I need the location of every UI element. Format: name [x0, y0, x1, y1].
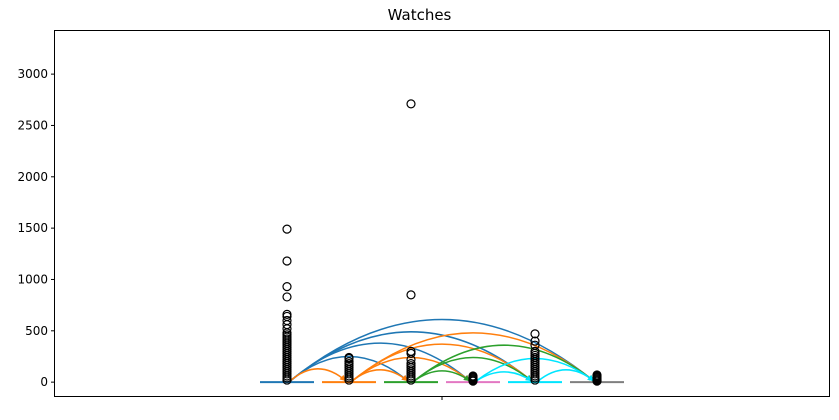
y-tick-label: 0 [40, 375, 48, 389]
connection-arc [475, 371, 533, 382]
y-tick-label: 1000 [17, 272, 48, 286]
outlier-point [530, 336, 540, 346]
outlier-point [530, 329, 540, 339]
outlier-point [282, 375, 292, 385]
outlier-point [406, 348, 416, 358]
connection-arc [351, 369, 409, 382]
y-axis: 0 500 1000 1500 2000 2500 3000 [17, 67, 55, 389]
arc-arrowhead [525, 375, 532, 382]
connection-arc [413, 356, 533, 382]
outlier-point [592, 376, 602, 386]
arc-arrowhead [339, 374, 346, 382]
y-tick-label: 3000 [17, 67, 48, 81]
outlier-point [282, 256, 292, 266]
outlier-point [282, 292, 292, 302]
connection-arc [413, 344, 595, 382]
axes-frame [54, 30, 830, 397]
y-tick-label: 2000 [17, 170, 48, 184]
outlier-point [530, 375, 540, 385]
outlier-point [406, 290, 416, 300]
connection-arc [289, 368, 347, 382]
y-tick-label: 2500 [17, 118, 48, 132]
outlier-point [344, 375, 354, 385]
connection-arc [413, 370, 471, 382]
box-layer [260, 99, 624, 386]
arc-layer [289, 318, 595, 382]
outlier-point [282, 224, 292, 234]
arc-arrowhead [587, 375, 594, 382]
outlier-point [282, 282, 292, 292]
connection-arc [289, 342, 471, 382]
chart-title: Watches [387, 6, 452, 24]
outlier-point [468, 376, 478, 386]
y-tick-label: 1500 [17, 221, 48, 235]
connection-arc [351, 343, 533, 382]
outlier-point [344, 353, 354, 364]
outlier-point [406, 99, 416, 109]
arc-arrowhead [463, 375, 470, 382]
outlier-point [406, 375, 416, 385]
y-tick-label: 500 [25, 324, 48, 338]
connection-arc [537, 369, 595, 382]
arc-arrowhead [401, 375, 408, 382]
